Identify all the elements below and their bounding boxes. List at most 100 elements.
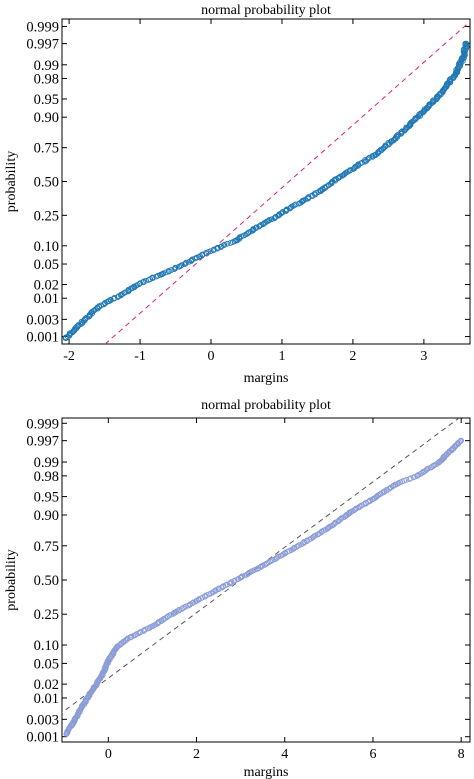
data-point	[130, 285, 136, 291]
data-point	[171, 609, 178, 616]
data-point	[252, 566, 258, 573]
data-point	[137, 628, 144, 635]
data-point	[436, 459, 442, 465]
data-point	[74, 322, 81, 329]
data-point	[332, 519, 339, 526]
data-point	[326, 524, 332, 531]
data-point	[239, 573, 245, 580]
data-point	[312, 532, 319, 539]
data-point	[181, 261, 188, 268]
data-point	[366, 154, 373, 161]
data-point	[303, 537, 310, 544]
data-point	[215, 245, 221, 251]
data-point	[207, 248, 214, 255]
y-tick-label: 0.999	[26, 19, 59, 35]
data-point	[72, 716, 79, 723]
data-point	[258, 222, 264, 228]
data-point	[75, 322, 82, 328]
data-point	[357, 503, 364, 509]
data-point	[281, 550, 288, 557]
data-point	[146, 624, 153, 631]
data-point	[257, 222, 263, 229]
data-point	[335, 174, 342, 181]
y-tick-label: 0.01	[34, 291, 59, 307]
data-point	[137, 280, 144, 287]
data-point	[154, 620, 161, 627]
data-point	[423, 467, 430, 473]
data-point	[232, 237, 239, 244]
data-point	[362, 157, 368, 163]
chart-top: normal probability plot margins probabilit…	[4, 3, 471, 386]
data-point	[215, 586, 222, 592]
y-tick-label: 0.01	[34, 691, 59, 707]
data-point	[456, 62, 463, 68]
data-point	[318, 187, 324, 194]
data-point	[149, 623, 156, 630]
data-point	[82, 315, 89, 322]
y-tick-label: 0.90	[34, 110, 59, 126]
data-point	[224, 240, 231, 247]
y-tick-label: 0.001	[26, 330, 59, 346]
data-point	[250, 226, 257, 233]
y-tick-label: 0.90	[34, 508, 59, 524]
data-point	[394, 481, 401, 487]
data-point	[406, 122, 413, 128]
y-tick-label: 0.75	[34, 141, 59, 157]
data-point	[85, 693, 92, 699]
data-point	[274, 554, 281, 561]
x-tick-label: 6	[369, 747, 376, 762]
y-tick-label: 0.99	[34, 58, 59, 74]
plot-frame	[61, 417, 471, 743]
data-point	[461, 50, 468, 57]
data-point	[115, 293, 122, 300]
data-point	[132, 632, 138, 638]
data-point	[149, 274, 156, 281]
data-point	[165, 268, 172, 274]
x-tick-label: 2	[193, 747, 200, 762]
data-point	[421, 108, 427, 114]
data-point	[352, 506, 359, 513]
data-point	[279, 208, 286, 215]
data-point	[183, 259, 189, 266]
y-tick-label: 0.02	[34, 677, 59, 693]
data-point	[193, 254, 200, 261]
data-point	[92, 683, 98, 690]
data-point	[193, 598, 200, 604]
data-point	[140, 278, 147, 285]
y-tick-label: 0.999	[26, 416, 59, 432]
y-tick-label: 0.50	[34, 573, 59, 589]
x-axis-label: margins	[244, 765, 289, 779]
data-point	[331, 521, 338, 527]
y-axis-label: probability	[4, 151, 19, 212]
chart-title: normal probability plot	[201, 398, 331, 413]
data-point	[189, 600, 196, 607]
data-point	[414, 473, 420, 479]
data-point	[398, 129, 404, 136]
y-axis-label: probability	[4, 549, 19, 610]
data-point	[389, 138, 395, 144]
data-point	[224, 581, 230, 588]
data-point	[353, 163, 360, 170]
data-point	[212, 587, 219, 594]
y-tick-label: 0.95	[34, 490, 59, 506]
data-point	[348, 509, 354, 515]
data-point	[227, 579, 234, 586]
x-tick-label: 1	[278, 349, 285, 364]
chart-title: normal probability plot	[201, 3, 331, 18]
data-point	[289, 546, 296, 553]
y-tick-label: 0.25	[34, 607, 59, 623]
data-point	[66, 330, 73, 337]
data-point	[305, 194, 312, 200]
data-point	[435, 93, 441, 100]
data-point	[392, 481, 398, 488]
data-point	[78, 704, 85, 711]
data-point	[273, 555, 280, 562]
y-tick-label: 0.001	[26, 730, 59, 746]
data-point	[237, 574, 244, 581]
data-point	[221, 241, 228, 248]
x-tick-label: -2	[63, 349, 75, 364]
data-point	[268, 216, 275, 223]
x-tick-label: 3	[420, 349, 427, 364]
data-point	[282, 207, 289, 214]
